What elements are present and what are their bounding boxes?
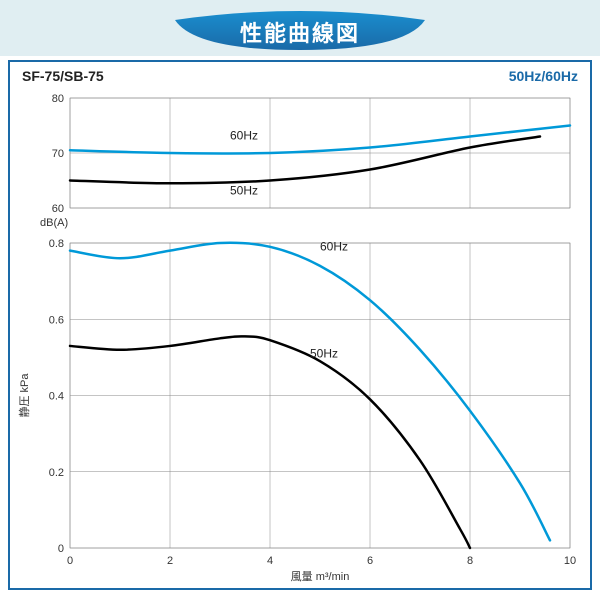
series-60Hz <box>70 243 550 541</box>
svg-text:8: 8 <box>467 555 473 567</box>
svg-text:6: 6 <box>367 555 373 567</box>
svg-text:70: 70 <box>52 148 64 160</box>
svg-text:60: 60 <box>52 203 64 215</box>
series-50Hz <box>70 137 540 184</box>
svg-text:60Hz: 60Hz <box>320 240 348 254</box>
svg-text:0: 0 <box>67 555 73 567</box>
svg-text:2: 2 <box>167 555 173 567</box>
banner: 性能曲線図 <box>170 8 430 56</box>
banner-label: 性能曲線図 <box>170 8 430 56</box>
chart-area: 0 2 4 6 8 10 60 70 80 dB(A) 0 0.2 0.4 0.6 0.8 静圧 kPa 風量 … <box>10 88 590 588</box>
svg-text:0.2: 0.2 <box>49 467 64 479</box>
svg-text:0.8: 0.8 <box>49 238 64 250</box>
svg-text:0.4: 0.4 <box>49 391 64 403</box>
chart-svg: 0 2 4 6 8 10 60 70 80 dB(A) 0 0.2 0.4 0.6 0.8 静圧 kPa 風量 … <box>10 88 590 588</box>
chart-model-label: SF-75/SB-75 <box>22 68 104 84</box>
svg-text:0: 0 <box>58 543 64 555</box>
svg-text:4: 4 <box>267 555 273 567</box>
chart-frame: SF-75/SB-75 50Hz/60Hz 0 2 4 6 8 10 60 70 80 dB(A)… <box>8 60 592 590</box>
svg-text:風量 m³/min: 風量 m³/min <box>291 570 350 583</box>
svg-text:50Hz: 50Hz <box>230 183 258 197</box>
svg-text:80: 80 <box>52 93 64 105</box>
svg-text:60Hz: 60Hz <box>230 128 258 142</box>
banner-band: 性能曲線図 <box>0 0 600 56</box>
chart-freq-label: 50Hz/60Hz <box>509 68 578 84</box>
svg-text:10: 10 <box>564 555 576 567</box>
svg-text:静圧 kPa: 静圧 kPa <box>17 373 31 418</box>
svg-text:dB(A): dB(A) <box>40 217 68 229</box>
series-60Hz <box>70 126 570 154</box>
svg-text:50Hz: 50Hz <box>310 346 338 360</box>
svg-text:0.6: 0.6 <box>49 314 64 326</box>
chart-header: SF-75/SB-75 50Hz/60Hz <box>10 62 590 84</box>
